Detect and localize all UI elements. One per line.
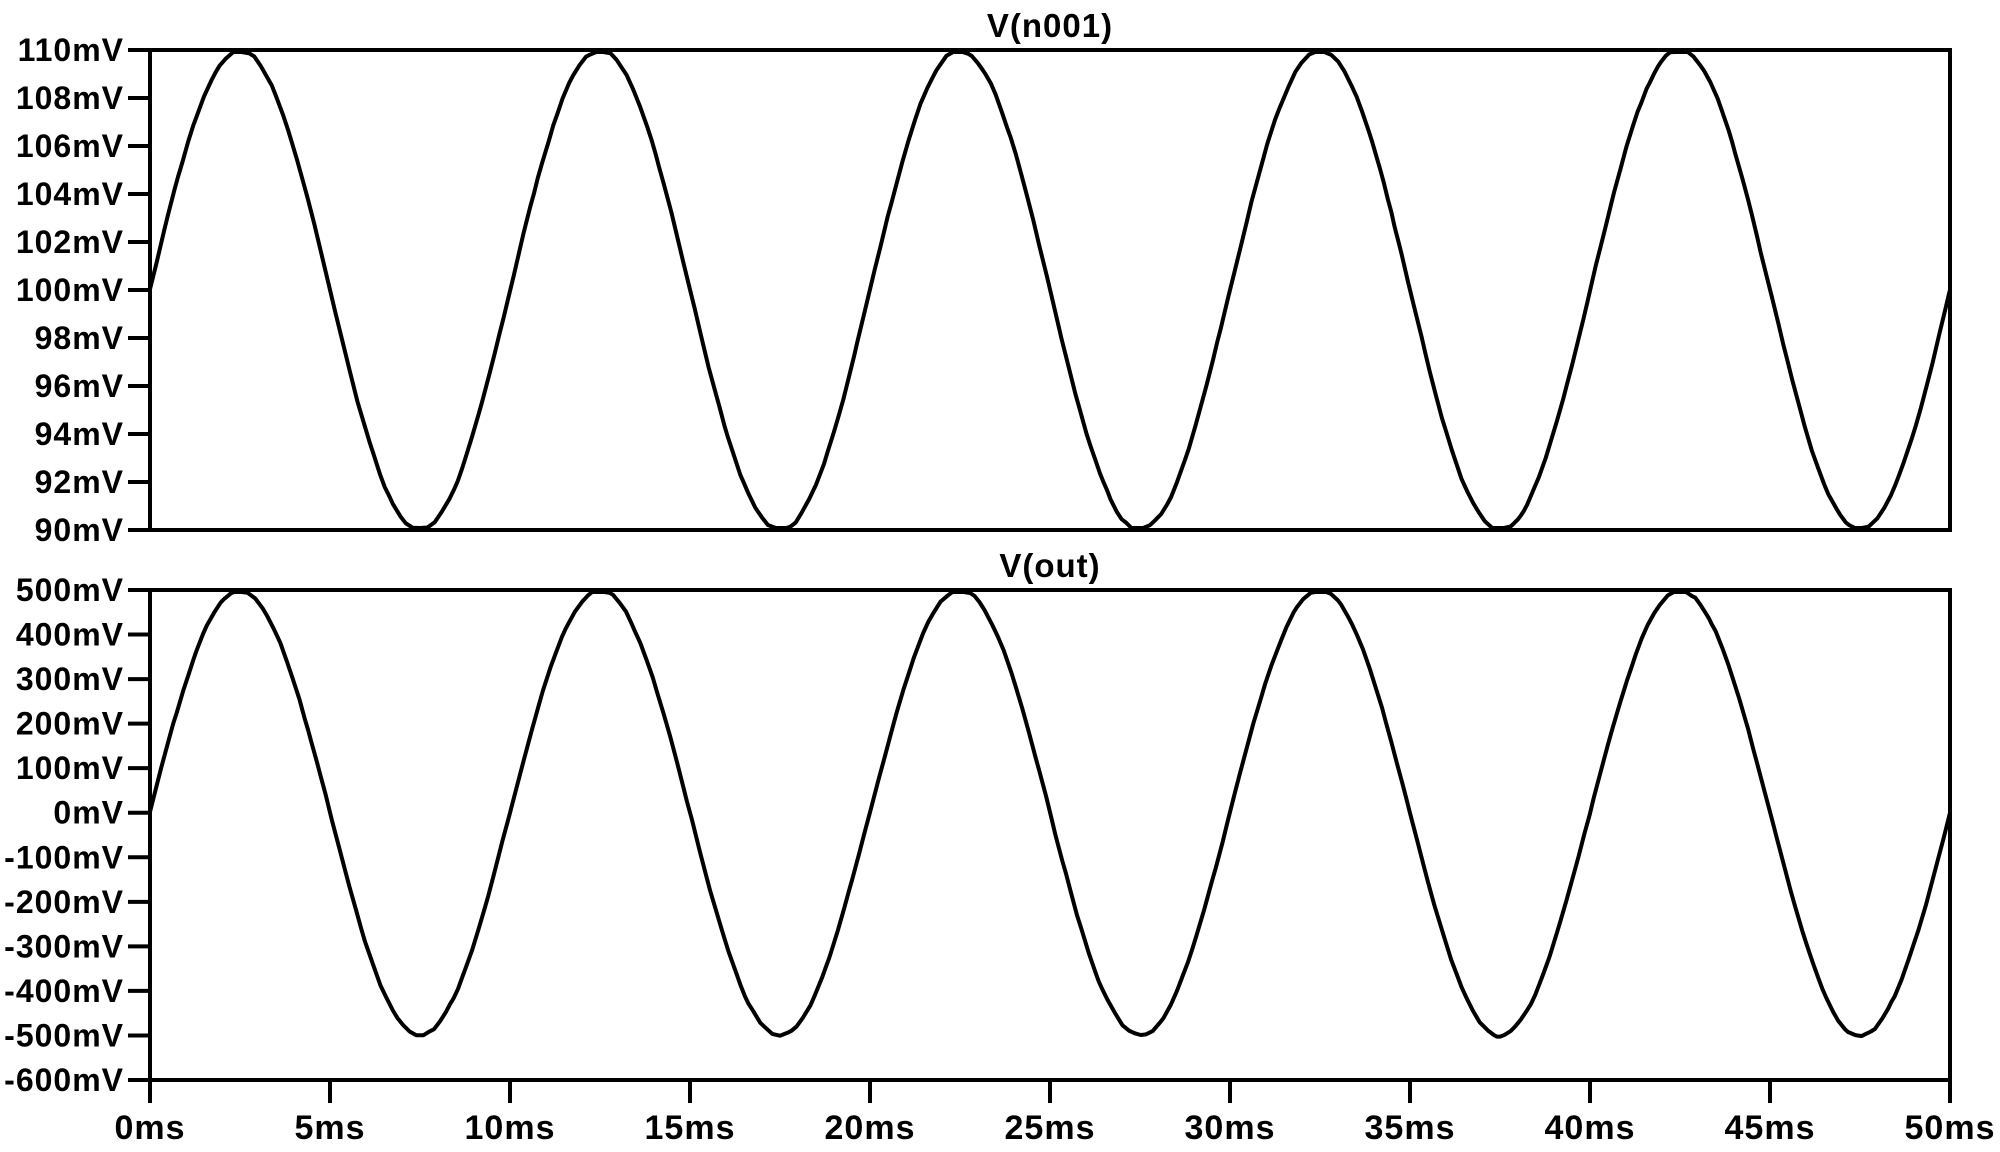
y-tick-label: 0mV xyxy=(53,795,124,831)
y-tick-label: 94mV xyxy=(35,416,124,452)
y-tick-label: -500mV xyxy=(4,1017,124,1053)
y-tick-label: 100mV xyxy=(16,750,124,786)
y-tick-label: 104mV xyxy=(16,176,124,212)
waveform-trace-vn001 xyxy=(148,50,1952,530)
x-tick-label: 0ms xyxy=(114,1109,185,1147)
y-tick-label: 110mV xyxy=(18,32,124,68)
x-tick-label: 20ms xyxy=(825,1109,916,1147)
y-tick-label: -200mV xyxy=(4,884,124,920)
panel-title: V(n001) xyxy=(987,7,1113,44)
waveform-trace-vout xyxy=(148,590,1952,1039)
y-tick-label: -400mV xyxy=(4,973,124,1009)
x-tick-label: 35ms xyxy=(1365,1109,1456,1147)
x-tick-label: 15ms xyxy=(645,1109,736,1147)
x-tick-label: 10ms xyxy=(465,1109,556,1147)
y-tick-label: 108mV xyxy=(16,80,124,116)
y-tick-label: -600mV xyxy=(4,1062,124,1098)
y-tick-label: 102mV xyxy=(16,224,124,260)
y-tick-label: -100mV xyxy=(4,839,124,875)
panel-title: V(out) xyxy=(999,547,1100,584)
y-tick-label: 500mV xyxy=(16,572,124,608)
x-tick-label: 50ms xyxy=(1905,1109,1996,1147)
y-tick-label: 90mV xyxy=(35,512,124,548)
y-tick-label: 96mV xyxy=(35,368,124,404)
y-tick-label: -300mV xyxy=(4,928,124,964)
x-tick-label: 45ms xyxy=(1725,1109,1816,1147)
y-tick-label: 300mV xyxy=(16,661,124,697)
y-tick-label: 100mV xyxy=(16,272,124,308)
y-tick-label: 92mV xyxy=(35,464,124,500)
y-tick-label: 98mV xyxy=(35,320,124,356)
y-tick-label: 106mV xyxy=(16,128,124,164)
y-tick-label: 400mV xyxy=(16,617,124,653)
x-tick-label: 30ms xyxy=(1185,1109,1276,1147)
x-tick-label: 40ms xyxy=(1545,1109,1636,1147)
y-tick-label: 200mV xyxy=(16,706,124,742)
panel-border xyxy=(148,588,1952,1082)
x-tick-label: 25ms xyxy=(1005,1109,1096,1147)
x-tick-label: 5ms xyxy=(294,1109,365,1147)
